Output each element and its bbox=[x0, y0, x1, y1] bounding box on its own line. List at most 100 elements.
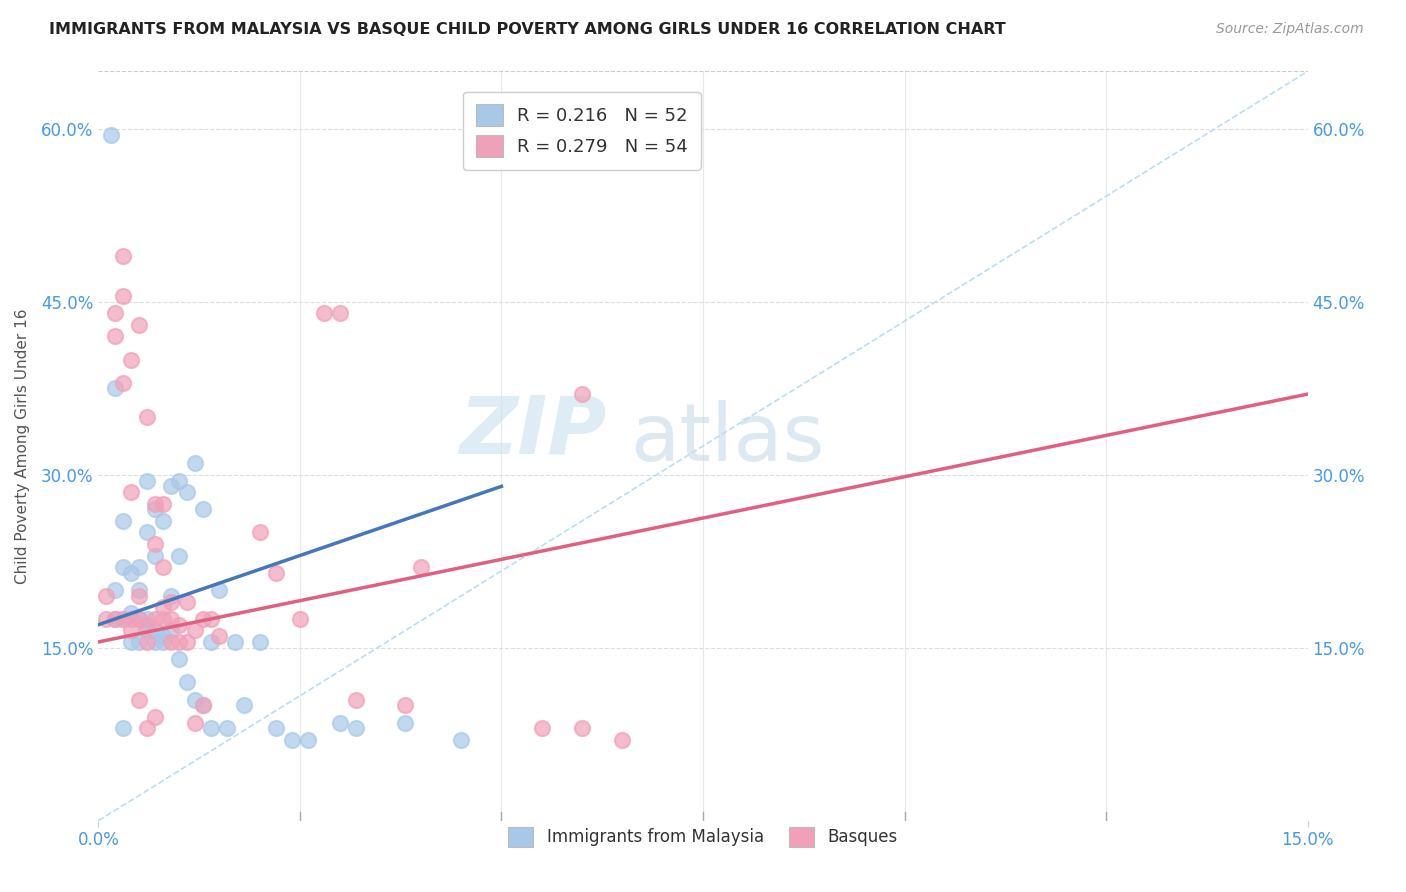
Point bbox=[167, 474, 190, 488]
Point bbox=[184, 692, 207, 706]
Point bbox=[184, 624, 207, 638]
Point bbox=[264, 566, 287, 580]
Point bbox=[120, 566, 142, 580]
Point bbox=[135, 722, 157, 736]
Text: atlas: atlas bbox=[630, 400, 825, 477]
Point bbox=[128, 589, 150, 603]
Point bbox=[143, 497, 166, 511]
Point bbox=[111, 514, 134, 528]
Point bbox=[111, 289, 134, 303]
Point bbox=[160, 594, 183, 608]
Point bbox=[128, 635, 150, 649]
Point bbox=[100, 128, 122, 142]
Point bbox=[450, 733, 472, 747]
Point bbox=[193, 698, 215, 713]
Point bbox=[143, 635, 166, 649]
Point bbox=[96, 589, 118, 603]
Point bbox=[143, 612, 166, 626]
Point bbox=[184, 715, 207, 730]
Point bbox=[96, 612, 118, 626]
Point bbox=[152, 514, 174, 528]
Point bbox=[143, 502, 166, 516]
Point bbox=[128, 612, 150, 626]
Point bbox=[135, 635, 157, 649]
Point bbox=[184, 456, 207, 470]
Point bbox=[200, 612, 222, 626]
Point bbox=[135, 525, 157, 540]
Point bbox=[111, 612, 134, 626]
Point bbox=[193, 698, 215, 713]
Point bbox=[160, 612, 183, 626]
Point bbox=[120, 352, 142, 367]
Point bbox=[135, 612, 157, 626]
Point bbox=[120, 485, 142, 500]
Point bbox=[103, 612, 125, 626]
Point bbox=[193, 612, 215, 626]
Point bbox=[152, 560, 174, 574]
Point bbox=[128, 692, 150, 706]
Legend: Immigrants from Malaysia, Basques: Immigrants from Malaysia, Basques bbox=[502, 820, 904, 854]
Point bbox=[152, 635, 174, 649]
Point bbox=[152, 600, 174, 615]
Point bbox=[103, 381, 125, 395]
Point bbox=[120, 624, 142, 638]
Point bbox=[128, 318, 150, 332]
Point bbox=[167, 549, 190, 563]
Point bbox=[103, 583, 125, 598]
Point bbox=[297, 733, 319, 747]
Point bbox=[135, 617, 157, 632]
Point bbox=[409, 560, 432, 574]
Point bbox=[344, 692, 367, 706]
Point bbox=[314, 306, 336, 320]
Point bbox=[167, 617, 190, 632]
Point bbox=[120, 612, 142, 626]
Point bbox=[176, 675, 198, 690]
Point bbox=[224, 635, 246, 649]
Point bbox=[160, 589, 183, 603]
Point bbox=[160, 624, 183, 638]
Point bbox=[281, 733, 304, 747]
Point bbox=[143, 710, 166, 724]
Point bbox=[128, 560, 150, 574]
Point bbox=[160, 479, 183, 493]
Point bbox=[612, 733, 634, 747]
Text: IMMIGRANTS FROM MALAYSIA VS BASQUE CHILD POVERTY AMONG GIRLS UNDER 16 CORRELATIO: IMMIGRANTS FROM MALAYSIA VS BASQUE CHILD… bbox=[49, 22, 1005, 37]
Point bbox=[103, 329, 125, 343]
Point bbox=[344, 722, 367, 736]
Point bbox=[329, 715, 352, 730]
Point bbox=[103, 306, 125, 320]
Point bbox=[167, 652, 190, 666]
Point bbox=[135, 624, 157, 638]
Point bbox=[288, 612, 311, 626]
Point bbox=[176, 594, 198, 608]
Point bbox=[208, 583, 231, 598]
Point bbox=[152, 497, 174, 511]
Text: ZIP: ZIP bbox=[458, 392, 606, 470]
Point bbox=[152, 629, 174, 643]
Point bbox=[200, 722, 222, 736]
Point bbox=[264, 722, 287, 736]
Point bbox=[249, 525, 271, 540]
Point bbox=[160, 635, 183, 649]
Point bbox=[128, 612, 150, 626]
Point bbox=[208, 629, 231, 643]
Point bbox=[167, 635, 190, 649]
Point bbox=[111, 722, 134, 736]
Point bbox=[176, 635, 198, 649]
Point bbox=[193, 502, 215, 516]
Y-axis label: Child Poverty Among Girls Under 16: Child Poverty Among Girls Under 16 bbox=[15, 309, 30, 583]
Point bbox=[135, 410, 157, 425]
Point bbox=[135, 474, 157, 488]
Point bbox=[143, 549, 166, 563]
Point bbox=[329, 306, 352, 320]
Point bbox=[232, 698, 254, 713]
Point bbox=[394, 698, 416, 713]
Point bbox=[176, 485, 198, 500]
Point bbox=[103, 612, 125, 626]
Point bbox=[111, 560, 134, 574]
Text: Source: ZipAtlas.com: Source: ZipAtlas.com bbox=[1216, 22, 1364, 37]
Point bbox=[143, 624, 166, 638]
Point bbox=[200, 635, 222, 649]
Point bbox=[217, 722, 239, 736]
Point bbox=[111, 612, 134, 626]
